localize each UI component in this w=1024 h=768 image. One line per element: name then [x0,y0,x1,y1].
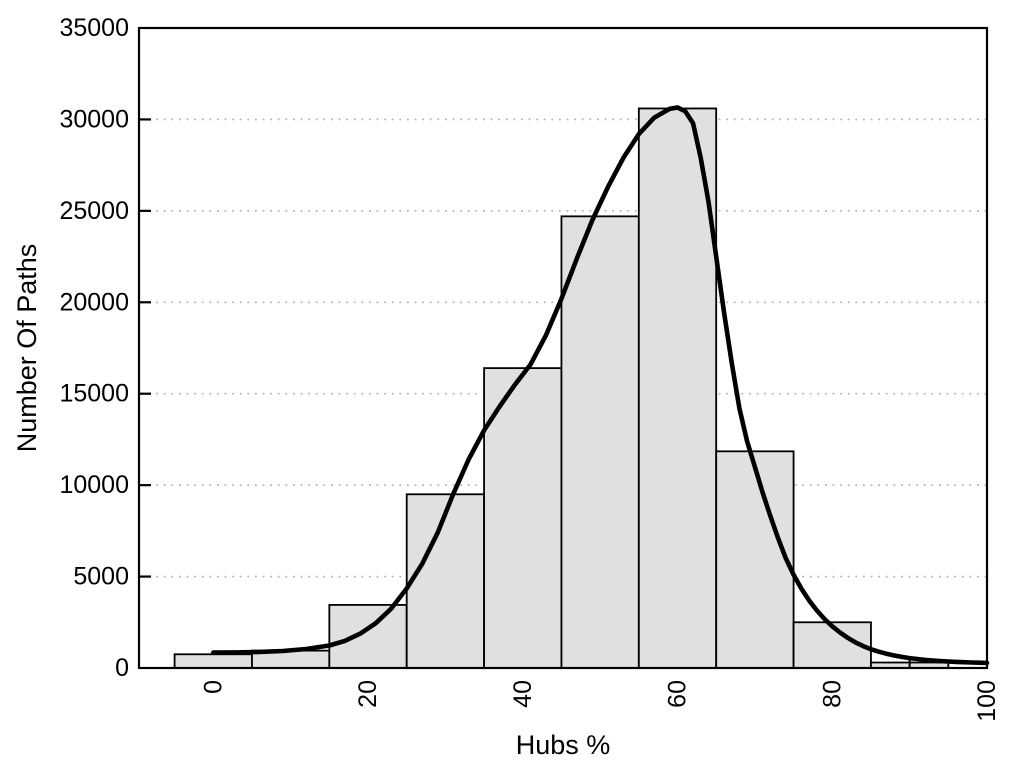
density-curve [211,105,990,666]
plot-frame-layer [137,26,989,670]
x-tick-label-60: 60 [664,680,692,708]
y-tick-label-35000: 35000 [59,14,129,42]
x-tick-label-0: 0 [199,680,227,694]
histogram-bar--5-to-5 [173,653,253,669]
y-tick-label-5000: 5000 [73,563,129,591]
y-tick-label-0: 0 [115,654,129,682]
histogram-bar-25-to-35 [405,493,485,669]
histogram-bars-layer [173,107,950,669]
y-tick-label-20000: 20000 [59,288,129,316]
x-tick-label-100: 100 [973,680,1001,722]
histogram-bar-15-to-25 [328,604,408,669]
density-curve-layer [211,105,990,666]
histogram-bar-45-to-55 [560,215,640,669]
gridline-layer [140,118,986,578]
y-tick-label-15000: 15000 [59,380,129,408]
x-axis-title: Hubs % [516,730,611,760]
plot-border [137,26,989,670]
y-tick-label-25000: 25000 [59,197,129,225]
y-axis-title: Number Of Paths [12,244,42,453]
x-tick-label-80: 80 [818,680,846,708]
x-tick-label-20: 20 [354,680,382,708]
x-tick-label-40: 40 [509,680,537,708]
y-tick-label-30000: 30000 [59,105,129,133]
y-tick-label-10000: 10000 [59,471,129,499]
histogram-bar-65-to-75 [715,450,795,669]
axis-labels-layer: Number Of Paths Hubs % 0 5000 10000 15000 20… [12,14,1001,760]
